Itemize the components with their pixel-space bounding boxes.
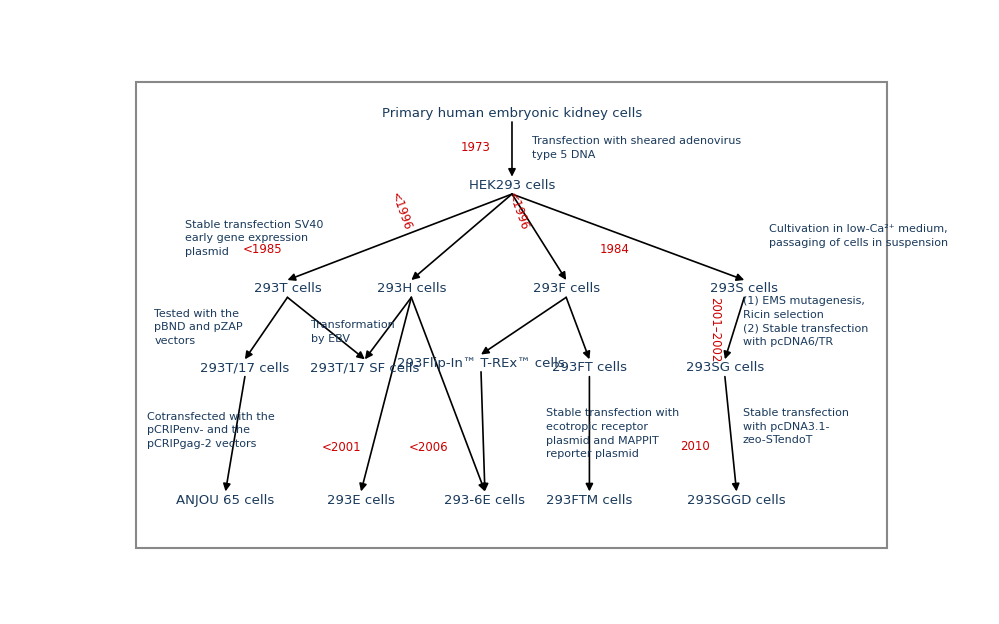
Text: Cultivation in low-Ca²⁺ medium,
passaging of cells in suspension: Cultivation in low-Ca²⁺ medium, passagin…: [769, 224, 948, 248]
Text: 293Flip-In™ T-REx™ cells: 293Flip-In™ T-REx™ cells: [398, 357, 564, 369]
Text: Transfection with sheared adenovirus
type 5 DNA: Transfection with sheared adenovirus typ…: [532, 136, 741, 160]
Text: 293S cells: 293S cells: [710, 282, 778, 295]
Text: 293FT cells: 293FT cells: [551, 361, 627, 374]
Text: <1996: <1996: [505, 190, 531, 233]
Text: 293T/17 cells: 293T/17 cells: [200, 361, 290, 374]
Text: Tested with the
pBND and pZAP
vectors: Tested with the pBND and pZAP vectors: [154, 308, 243, 346]
Text: 293T/17 SF cells: 293T/17 SF cells: [311, 361, 420, 374]
Text: Primary human embryonic kidney cells: Primary human embryonic kidney cells: [382, 107, 642, 120]
Text: 2001–2002: 2001–2002: [708, 297, 721, 362]
Text: <1996: <1996: [388, 190, 414, 233]
Text: 1984: 1984: [599, 243, 629, 256]
Text: <2001: <2001: [322, 441, 361, 454]
Text: 293SG cells: 293SG cells: [685, 361, 764, 374]
Text: 293SGGD cells: 293SGGD cells: [687, 494, 786, 507]
Text: 293F cells: 293F cells: [532, 282, 599, 295]
Text: Stable transfection
with pcDNA3.1-
zeo-STendoT: Stable transfection with pcDNA3.1- zeo-S…: [742, 408, 849, 445]
Text: ANJOU 65 cells: ANJOU 65 cells: [177, 494, 275, 507]
Text: 293E cells: 293E cells: [327, 494, 395, 507]
Text: Stable transfection SV40
early gene expression
plasmid: Stable transfection SV40 early gene expr…: [185, 220, 324, 257]
Text: Cotransfected with the
pCRIPenv- and the
pCRIPgag-2 vectors: Cotransfected with the pCRIPenv- and the…: [147, 412, 275, 449]
Text: <1985: <1985: [243, 243, 282, 256]
Text: 293FTM cells: 293FTM cells: [546, 494, 632, 507]
Text: 293-6E cells: 293-6E cells: [445, 494, 525, 507]
Text: 293H cells: 293H cells: [377, 282, 447, 295]
Text: 1973: 1973: [461, 142, 491, 154]
Text: <2006: <2006: [409, 441, 449, 454]
Text: Transformation
by EBV: Transformation by EBV: [311, 320, 395, 344]
Text: 2010: 2010: [680, 440, 710, 453]
Text: 293T cells: 293T cells: [254, 282, 322, 295]
Text: HEK293 cells: HEK293 cells: [469, 179, 555, 192]
Text: Stable transfection with
ecotropic receptor
plasmid and MAPPIT
reporter plasmid: Stable transfection with ecotropic recep…: [546, 408, 679, 459]
Text: (1) EMS mutagenesis,
Ricin selection
(2) Stable transfection
with pcDNA6/TR: (1) EMS mutagenesis, Ricin selection (2)…: [742, 296, 868, 347]
